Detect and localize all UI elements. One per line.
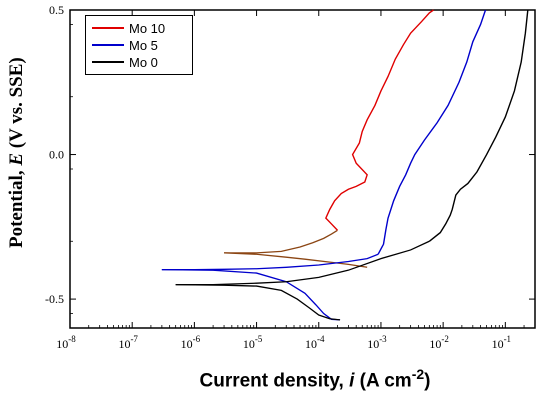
y-tick-label: 0.5 xyxy=(49,3,64,17)
y-tick-label: -0.5 xyxy=(45,292,64,306)
series-mo5-anodic-branch xyxy=(377,9,487,255)
x-tick-label: 10-3 xyxy=(367,334,387,351)
series-mo5-cathodic-branch xyxy=(161,268,341,321)
y-tick-label: 0.0 xyxy=(49,148,64,162)
x-tick-label: 10-4 xyxy=(305,334,325,351)
legend-label-mo5: Mo 5 xyxy=(129,37,158,53)
legend-label-mo0: Mo 0 xyxy=(129,54,158,70)
series-mo0-anodic-branch xyxy=(428,9,529,242)
series-mo0-transition xyxy=(175,240,430,286)
x-tick-label: 10-8 xyxy=(56,334,76,351)
x-tick-label: 10-6 xyxy=(181,334,201,351)
legend-swatch-mo5 xyxy=(92,44,124,46)
x-tick-label: 10-5 xyxy=(243,334,263,351)
axis-ticks: 10-8 10-7 10-6 10-5 10-4 10-3 10-2 10-1 -0.5 0.0 0… xyxy=(45,3,535,351)
series-mo0-cathodic-branch xyxy=(175,283,341,321)
series-mo5-transition xyxy=(161,253,379,271)
x-tick-label: 10-7 xyxy=(118,334,138,351)
legend-swatch-mo0 xyxy=(92,61,124,63)
legend-item-mo5: Mo 5 xyxy=(92,37,158,53)
series-mo10-cathodic-branch xyxy=(224,252,368,268)
legend-item-mo0: Mo 0 xyxy=(92,54,158,70)
x-axis-label: Current density, i (A cm-2) xyxy=(199,366,431,392)
legend: Mo 10 Mo 5 Mo 0 xyxy=(85,15,193,75)
legend-label-mo10: Mo 10 xyxy=(129,20,166,36)
y-axis-label: Potential, E (V vs. SSE) xyxy=(6,57,27,248)
x-tick-label: 10-1 xyxy=(492,334,512,351)
series-layer xyxy=(161,9,529,321)
series-mo10-transition xyxy=(224,229,338,254)
legend-swatch-mo10 xyxy=(92,27,124,29)
legend-item-mo10: Mo 10 xyxy=(92,20,165,36)
series-mo10-anodic-branch xyxy=(325,9,434,231)
x-tick-label: 10-2 xyxy=(429,334,449,351)
